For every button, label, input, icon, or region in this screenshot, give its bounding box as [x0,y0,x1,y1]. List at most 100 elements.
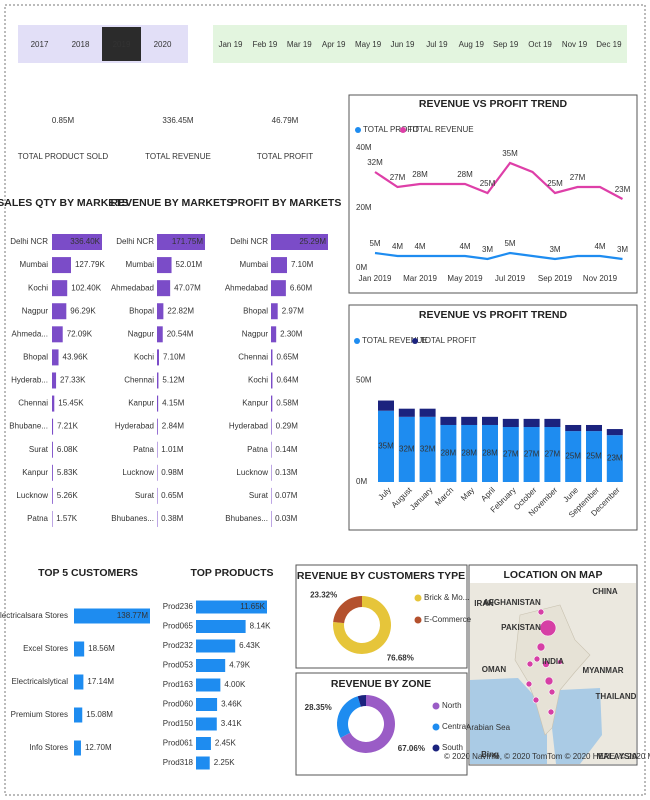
value-label: 23M [615,185,631,194]
value-label: 0.64M [276,376,299,385]
year-button[interactable] [143,27,182,61]
y-tick-label: 40M [356,143,372,152]
donut-slice [357,695,366,707]
value-label: 4.15M [162,399,185,408]
month-button[interactable] [592,27,626,61]
value-label: 23M [607,454,623,463]
kpi-value: 336.45M [162,116,193,125]
value-label: 32M [420,445,436,454]
month-button[interactable] [248,27,282,61]
map-bubble [548,688,556,696]
map [470,583,636,764]
category-label: Prod065 [163,622,194,631]
bar-segment [586,431,602,482]
value-label: 28M [441,449,457,458]
donut-slice [332,596,391,654]
month-button[interactable] [214,27,247,61]
kpi-value: 0.85M [52,116,75,125]
value-label: 15.08M [86,710,113,719]
value-label: 138.77M [117,611,148,620]
value-label: 35M [502,149,518,158]
legend-label: Central [442,722,468,731]
month-button[interactable] [558,27,591,61]
value-label: 3M [549,245,560,254]
year-button[interactable] [61,27,100,61]
category-label: Hyderabad [229,422,268,431]
bar-segment [398,416,415,482]
value-label: 43.96K [63,353,89,362]
month-button[interactable] [420,27,454,61]
legend-swatch [432,744,440,752]
bar-segment [523,418,540,428]
month-button[interactable] [386,27,419,61]
bar-segment [419,416,436,482]
bar-segment [523,427,540,482]
chart-title: REVENUE BY MARKETS [111,197,234,209]
donut-slice [337,696,361,738]
value-label: 7.21K [57,422,79,431]
month-button[interactable] [282,27,316,61]
month-button[interactable] [351,27,385,61]
bar [74,707,83,723]
y-tick-label: 20M [356,203,372,212]
chart-title: SALES QTY BY MARKETS [0,197,129,209]
bar [271,372,273,389]
bar [52,441,53,458]
donut-slice [340,695,395,753]
category-label: Ahmedabad [225,283,268,292]
value-label: 28M [482,449,498,458]
bar-segment [461,416,478,425]
map-label: Arabian Sea [466,723,511,732]
category-label: Bhopal [129,306,154,315]
map-label: MYANMAR [582,666,623,675]
bar [157,326,163,343]
month-button[interactable] [317,27,351,61]
bar [271,510,272,527]
bar [196,717,217,731]
chart-title: REVENUE BY CUSTOMERS TYPE [297,570,465,582]
category-label: Chennai [238,353,268,362]
bar [196,600,267,614]
month-option: Oct 19 [528,40,552,49]
year-button[interactable] [102,27,141,61]
x-tick-label: Nov 2019 [583,274,618,283]
value-label: 52.01M [176,260,203,269]
month-button[interactable] [489,27,523,61]
bar [52,326,63,343]
value-label: 12.70M [85,743,112,752]
bar [157,303,164,320]
value-label: 171.75M [172,237,203,246]
bar [52,510,53,527]
bar [271,280,286,297]
bar-segment [378,400,394,411]
x-tick-label: Sep 2019 [538,274,573,283]
value-label: 6.43K [239,641,261,650]
year-button[interactable] [20,27,59,61]
month-button[interactable] [454,27,488,61]
legend-swatch [414,594,422,602]
bar [157,395,159,412]
value-label: 0.65M [276,353,299,362]
map-bubble [557,659,563,665]
bar [157,464,158,481]
bar-segment [606,435,623,482]
chart-title: LOCATION ON MAP [504,569,603,581]
category-label: Lucknow [16,491,48,500]
value-label: 28M [412,170,428,179]
value-label: 8.14K [250,622,272,631]
bar [52,395,55,412]
month-option: Nov 19 [562,40,588,49]
x-tick-label: Jul 2019 [495,274,526,283]
bar [157,372,159,389]
category-label: Ahmedabad [111,283,154,292]
value-label: 25M [547,179,563,188]
kpi-label: TOTAL PROFIT [257,152,313,161]
bar-segment [378,410,394,482]
value-label: 72.09K [67,329,93,338]
bar [52,303,67,320]
water [552,688,602,764]
month-button[interactable] [523,27,557,61]
month-option: Mar 19 [287,40,312,49]
category-label: Info Stores [29,743,68,752]
map-label: OMAN [482,665,507,674]
